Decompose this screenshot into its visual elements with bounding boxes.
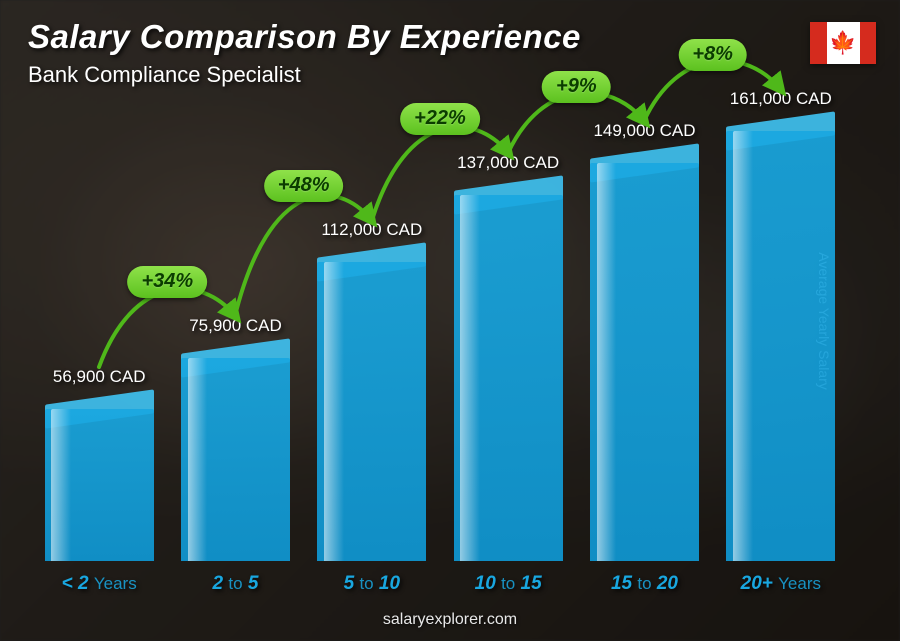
bar — [454, 195, 563, 561]
bar-value-label: 112,000 CAD — [277, 220, 466, 240]
bar-chart: 56,900 CAD< 2 Years75,900 CAD2 to 5112,0… — [40, 101, 840, 561]
bar-column: 75,900 CAD2 to 5 — [176, 358, 294, 561]
bar-value-label: 137,000 CAD — [414, 153, 603, 173]
pct-change-pill: +22% — [400, 103, 480, 135]
bar-column: 112,000 CAD5 to 10 — [313, 262, 431, 561]
bar-column: 56,900 CAD< 2 Years — [40, 409, 158, 561]
bar-category-label: 20+ Years — [698, 573, 864, 595]
bar — [181, 358, 290, 561]
bar-column: 137,000 CAD10 to 15 — [449, 195, 567, 561]
bar-value-label: 56,900 CAD — [5, 367, 194, 387]
chart-subtitle: Bank Compliance Specialist — [28, 62, 872, 88]
bar — [317, 262, 426, 561]
pct-change-pill: +8% — [678, 39, 747, 71]
bar-column: 149,000 CAD15 to 20 — [585, 163, 703, 561]
bar-column: 161,000 CAD20+ Years — [722, 131, 840, 561]
flag-canada-icon: 🍁 — [810, 22, 876, 64]
bar — [590, 163, 699, 561]
pct-change-pill: +48% — [264, 170, 344, 202]
pct-change-pill: +34% — [127, 266, 207, 298]
maple-leaf-icon: 🍁 — [829, 32, 856, 54]
bar-value-label: 149,000 CAD — [550, 121, 739, 141]
bar-value-label: 161,000 CAD — [686, 89, 875, 109]
bar — [45, 409, 154, 561]
bar — [726, 131, 835, 561]
pct-change-pill: +9% — [542, 71, 611, 103]
footer-attribution: salaryexplorer.com — [0, 611, 900, 629]
bar-value-label: 75,900 CAD — [141, 316, 330, 336]
